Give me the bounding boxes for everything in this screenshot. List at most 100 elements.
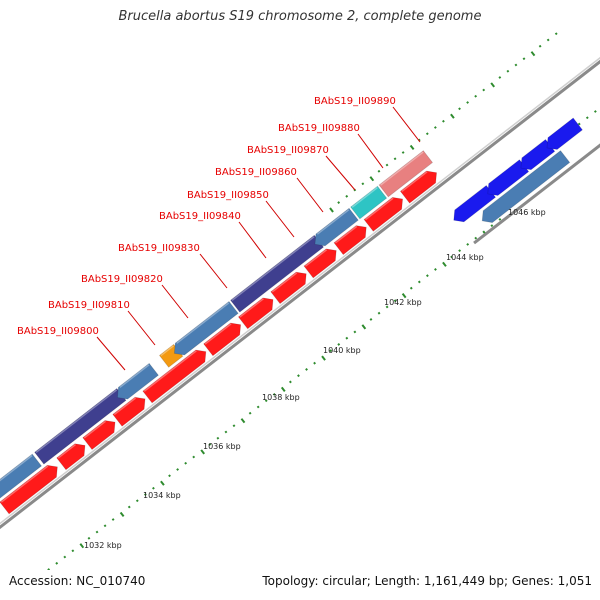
tick-mark [297,374,300,378]
kbp-labels: 1032 kbp 1034 kbp 1036 kbp 1038 kbp 1040… [84,208,546,550]
forward-cds [82,420,116,451]
tick-mark [152,486,155,490]
tick-mark [466,242,470,246]
feature-highlight [364,197,394,221]
tick-mark [200,449,206,455]
tick-mark [345,194,349,198]
gene-label: BAbS19_II09850 [187,190,269,201]
map-title: Brucella abortus S19 chromosome 2, compl… [118,9,482,24]
forward-cds [56,443,86,471]
tick-mark [530,51,536,57]
tick-mark [522,57,526,61]
reverse-cds [230,234,325,313]
tick-mark [111,518,115,521]
tick-mark [143,493,147,496]
forward-cds [142,349,207,404]
tick-mark [369,176,375,182]
tick-mark [168,474,171,478]
gene-label: BAbS19_II09860 [215,167,297,178]
tick-mark [577,122,581,126]
tick-mark [55,561,59,565]
feature-highlight [401,171,428,193]
tick-mark [593,110,597,113]
tick-mark [345,336,349,340]
kbp-label: 1036 kbp [203,442,241,451]
label-leader [296,177,324,213]
tick-mark [434,268,437,271]
reverse-cds [173,300,239,356]
tick-mark [184,461,188,465]
tick-mark [377,311,381,315]
tick-mark [538,44,542,48]
tick-mark [425,274,429,278]
kbp-label: 1042 kbp [384,298,422,307]
tick-mark [466,101,470,104]
kbp-label: 1032 kbp [84,541,122,550]
forward-cds [237,297,274,330]
tick-mark [361,182,365,186]
feature-highlight [380,151,424,186]
reverse-cds-blue [453,184,497,223]
tick-mark [305,368,308,371]
feature-highlight [239,298,265,318]
feature-highlight [316,209,350,235]
label-leader [357,133,384,169]
kbp-label: 1040 kbp [323,346,361,355]
tick-mark [79,543,85,549]
tick-mark [95,530,99,534]
tick-mark [87,536,91,540]
forward-cds [303,248,337,279]
kbp-label: 1038 kbp [262,393,300,402]
gene-labels: BAbS19_II09800 BAbS19_II09810 BAbS19_II0… [17,96,396,337]
feature-highlight [231,236,315,302]
feature-highlight [57,443,76,459]
tick-mark [127,505,131,509]
feature-highlight [83,420,107,439]
feature-highlight [113,397,137,416]
tick-mark [514,63,518,67]
tick-mark [224,430,228,434]
tick-mark [474,236,478,240]
gene-label: BAbS19_II09820 [81,274,163,285]
tick-mark [280,386,286,392]
tick-mark [272,393,276,396]
kbp-label: 1046 kbp [508,208,546,217]
tick-mark [490,82,496,88]
gene-label: BAbS19_II09840 [159,211,241,222]
tick-mark [216,436,220,440]
reverse-cds [481,150,571,223]
label-leaders [96,106,421,371]
tick-mark [442,261,447,267]
genome-backbone [0,56,600,530]
gene-label: BAbS19_II09870 [247,145,329,156]
forward-cds [203,322,242,357]
tick-mark [498,76,502,79]
tick-mark [264,399,268,403]
backbone-line [0,59,600,530]
backbone-line [0,56,600,525]
accession-text: Accession: NC_010740 [9,574,146,588]
tick-mark [409,144,415,151]
label-leader [127,310,156,346]
feature-highlight [304,249,328,267]
tick-mark [425,132,429,136]
tick-mark [474,94,478,98]
tick-mark [329,207,334,213]
forward-cds [270,271,307,305]
forward-cds [333,225,367,256]
gene-features [0,117,583,515]
tick-mark [208,443,212,446]
tick-mark [385,163,389,167]
label-leader [199,253,228,289]
tick-mark [564,27,565,29]
tick-mark [490,224,494,228]
reverse-cds-blue [487,159,530,196]
reverse-cds [117,362,159,400]
tick-mark [409,286,413,290]
tick-mark [256,405,260,409]
tick-mark [135,499,139,503]
tick-mark [71,549,75,553]
feature-highlight [351,187,378,208]
tick-mark [369,318,373,321]
